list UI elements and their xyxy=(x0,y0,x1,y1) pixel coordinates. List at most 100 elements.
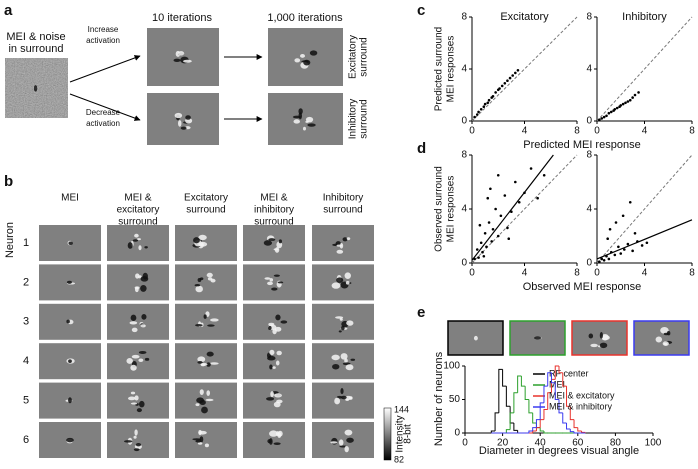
point xyxy=(626,242,630,246)
point xyxy=(514,180,517,184)
image-feature xyxy=(275,360,280,366)
image-feature xyxy=(277,432,282,438)
hist-step xyxy=(558,399,563,414)
hist-step xyxy=(547,372,552,387)
hist-step xyxy=(569,428,575,433)
colorbar-label: 8-bit xyxy=(403,424,414,444)
y-tick-label: 8 xyxy=(461,150,467,161)
hist-step xyxy=(573,419,578,429)
hist-step xyxy=(543,409,548,420)
point xyxy=(483,232,487,235)
image-feature xyxy=(336,277,344,283)
image-feature xyxy=(300,54,305,58)
image-feature xyxy=(206,272,213,278)
point xyxy=(645,241,649,245)
image-feature xyxy=(135,443,142,447)
x-tick-label: 0 xyxy=(469,268,475,279)
point xyxy=(482,254,486,258)
column-header: Excitatory xyxy=(184,193,228,204)
x-tick-label: 0 xyxy=(594,126,600,137)
image-feature xyxy=(336,249,344,254)
image-feature xyxy=(138,358,144,363)
image xyxy=(312,382,374,419)
hist-step xyxy=(520,376,526,387)
hist-step xyxy=(562,372,567,387)
point xyxy=(624,101,627,105)
caption: in surround xyxy=(8,43,63,55)
colorbar-label: Intensity xyxy=(395,415,406,452)
point xyxy=(628,200,632,204)
point xyxy=(633,93,637,97)
point xyxy=(503,82,507,85)
image-frame xyxy=(509,320,566,356)
image-feature xyxy=(588,333,594,339)
image-feature xyxy=(309,50,318,56)
image-feature xyxy=(136,408,142,413)
image-feature xyxy=(331,354,340,361)
row-label: Excitatory xyxy=(348,35,359,79)
image-feature xyxy=(130,391,136,395)
point xyxy=(640,244,644,247)
image-feature xyxy=(655,336,663,343)
image-feature xyxy=(267,281,273,286)
image-feature xyxy=(345,398,350,401)
image xyxy=(107,303,169,340)
hist-step xyxy=(581,430,586,433)
point xyxy=(529,167,533,170)
y-tick-label: 8 xyxy=(586,12,592,23)
column-header: 1,000 iterations xyxy=(267,12,343,24)
point xyxy=(490,240,493,243)
image-feature xyxy=(130,364,137,371)
image-feature xyxy=(196,397,205,404)
image xyxy=(312,343,374,380)
x-tick-label: 8 xyxy=(574,126,580,137)
image-feature xyxy=(344,429,353,436)
image xyxy=(107,382,169,419)
y-axis-label: MEI responses xyxy=(446,36,457,103)
hist-step xyxy=(490,430,496,433)
image-feature xyxy=(133,435,137,439)
point xyxy=(491,227,495,231)
image-feature xyxy=(206,351,214,357)
image-frame xyxy=(447,320,504,356)
hist-step xyxy=(532,427,537,431)
arrow xyxy=(69,93,141,121)
image xyxy=(243,422,305,458)
image-feature xyxy=(127,242,133,249)
image-feature xyxy=(68,397,72,404)
image-feature xyxy=(270,391,274,398)
image-feature xyxy=(273,401,281,408)
column-header: MEI xyxy=(61,193,79,204)
column-header: Inhibitory xyxy=(323,193,364,204)
x-tick-label: 4 xyxy=(642,126,648,137)
x-tick-label: 100 xyxy=(645,438,662,449)
image xyxy=(243,225,305,261)
x-axis-label: Diameter in degrees visual angle xyxy=(479,445,639,457)
image-feature xyxy=(129,321,138,325)
point xyxy=(489,187,492,191)
row-label: Inhibitory xyxy=(348,99,359,140)
column-header: surround xyxy=(254,217,293,228)
image-feature xyxy=(340,388,344,395)
hist-step xyxy=(513,392,518,413)
hist-step xyxy=(494,412,499,431)
hist-step xyxy=(535,427,541,431)
hist-step xyxy=(539,419,544,428)
identity-line xyxy=(596,16,693,122)
image-feature xyxy=(197,361,203,364)
hist-step xyxy=(550,372,556,384)
identity-line xyxy=(596,154,693,264)
image-feature xyxy=(193,237,200,244)
row-label: 2 xyxy=(23,276,29,288)
image-feature xyxy=(473,335,478,341)
image xyxy=(175,382,237,419)
image-feature xyxy=(269,430,278,437)
column-header: inhibitory xyxy=(254,205,294,216)
image-feature xyxy=(345,364,354,371)
image-feature xyxy=(207,324,215,327)
image-feature xyxy=(292,115,301,119)
image-feature xyxy=(199,389,204,395)
image-feature xyxy=(272,366,276,369)
point xyxy=(494,91,497,94)
panel-label: d xyxy=(417,140,426,157)
